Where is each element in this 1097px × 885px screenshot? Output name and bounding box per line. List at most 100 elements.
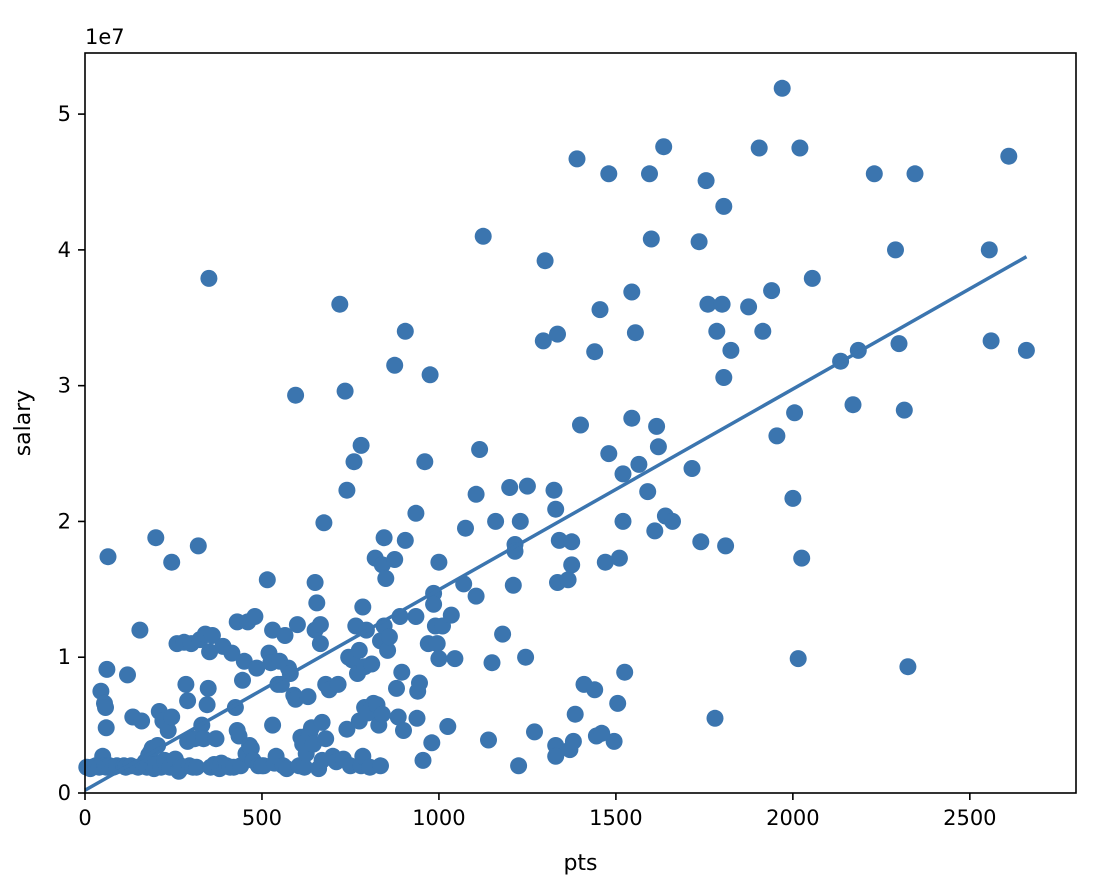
- scatter-point: [329, 675, 347, 693]
- x-tick-label: 1000: [412, 806, 465, 830]
- scatter-point: [430, 650, 448, 668]
- scatter-point: [600, 165, 618, 183]
- scatter-point: [411, 674, 428, 692]
- scatter-point: [610, 549, 628, 567]
- scatter-point: [715, 197, 733, 215]
- scatter-point: [246, 608, 264, 625]
- scatter-point: [641, 165, 658, 183]
- scatter-point: [177, 675, 195, 693]
- scatter-point: [793, 549, 811, 567]
- y-tick-label: 3: [58, 374, 71, 398]
- scatter-point: [248, 659, 266, 677]
- scatter-point: [510, 757, 528, 775]
- scatter-point: [97, 699, 114, 716]
- scatter-point: [313, 713, 331, 731]
- scatter-point: [423, 734, 441, 752]
- scatter-point: [586, 681, 604, 699]
- scatter-point: [697, 172, 715, 190]
- scatter-point: [287, 386, 305, 404]
- scatter-point: [784, 489, 802, 507]
- scatter-point: [421, 366, 439, 384]
- scatter-point: [536, 252, 554, 270]
- x-axis-label: pts: [563, 851, 597, 876]
- x-tick-label: 2500: [943, 806, 996, 830]
- scatter-point: [288, 616, 306, 634]
- scatter-point: [773, 79, 791, 97]
- scatter-point: [754, 322, 772, 340]
- y-axis-label: salary: [11, 390, 36, 457]
- scatter-point: [865, 165, 883, 183]
- scatter-point: [616, 663, 634, 681]
- scatter-point: [494, 625, 512, 643]
- scatter-point: [547, 500, 565, 518]
- scatter-point: [306, 574, 324, 591]
- scatter-point: [207, 730, 225, 748]
- scatter-point: [887, 241, 904, 259]
- scatter-point: [559, 571, 577, 589]
- scatter-point: [501, 479, 519, 496]
- scatter-point: [614, 512, 632, 530]
- scatter-point: [1000, 147, 1018, 165]
- scatter-point: [133, 712, 151, 730]
- x-tick-label: 1500: [589, 806, 642, 830]
- scatter-point: [414, 751, 432, 769]
- scatter-point: [379, 641, 397, 659]
- scatter-point: [487, 512, 505, 530]
- scatter-point: [264, 716, 282, 734]
- scatter-point: [504, 576, 522, 594]
- scatter-point: [692, 533, 710, 551]
- scatter-point: [763, 282, 781, 300]
- scatter-point: [715, 369, 733, 386]
- scatter-point: [683, 460, 701, 477]
- scatter-point: [457, 519, 474, 537]
- scatter-point: [630, 455, 648, 473]
- scatter-point: [201, 643, 219, 661]
- scatter-point: [626, 324, 644, 342]
- scatter-point: [98, 660, 116, 678]
- scatter-point: [308, 594, 326, 612]
- scatter-point: [786, 404, 804, 422]
- scatter-point: [295, 758, 313, 776]
- scatter-point: [235, 652, 253, 670]
- scatter-point: [699, 295, 717, 313]
- scatter-point: [623, 283, 641, 301]
- scatter-point: [614, 465, 632, 483]
- x-tick-label: 0: [78, 806, 91, 830]
- scatter-point: [511, 512, 529, 530]
- scatter-point: [471, 441, 489, 458]
- scatter-point: [639, 483, 657, 501]
- scatter-point: [199, 679, 217, 697]
- scatter-point: [315, 514, 333, 532]
- scatter-point: [407, 504, 425, 522]
- scatter-point: [200, 269, 218, 287]
- scatter-point: [395, 722, 412, 739]
- scatter-point: [97, 719, 115, 737]
- scatter-point: [223, 644, 241, 662]
- scatter-point: [354, 598, 372, 616]
- scatter-point: [593, 724, 611, 742]
- scatter-point: [740, 298, 758, 316]
- scatter-point: [299, 688, 317, 706]
- scatter-point: [430, 553, 448, 571]
- scatter-point: [416, 453, 434, 471]
- scatter-point: [467, 485, 485, 503]
- scatter-point: [534, 332, 552, 350]
- scatter-point: [623, 409, 641, 427]
- scatter-point: [350, 641, 368, 659]
- scatter-point: [545, 481, 563, 499]
- scatter-point: [596, 553, 614, 571]
- scatter-point: [646, 522, 664, 540]
- regression-line: [84, 255, 1028, 792]
- scatter-point: [147, 529, 165, 547]
- scatter-point: [317, 730, 335, 748]
- scatter-point: [195, 730, 213, 748]
- scatter-point: [706, 709, 724, 727]
- scatter-point: [566, 705, 584, 723]
- scatter-point: [131, 621, 149, 639]
- scatter-point: [99, 548, 117, 566]
- scatter-point: [649, 438, 667, 456]
- scatter-point: [717, 537, 735, 555]
- scatter-point: [568, 150, 586, 168]
- scatter-point: [483, 654, 501, 672]
